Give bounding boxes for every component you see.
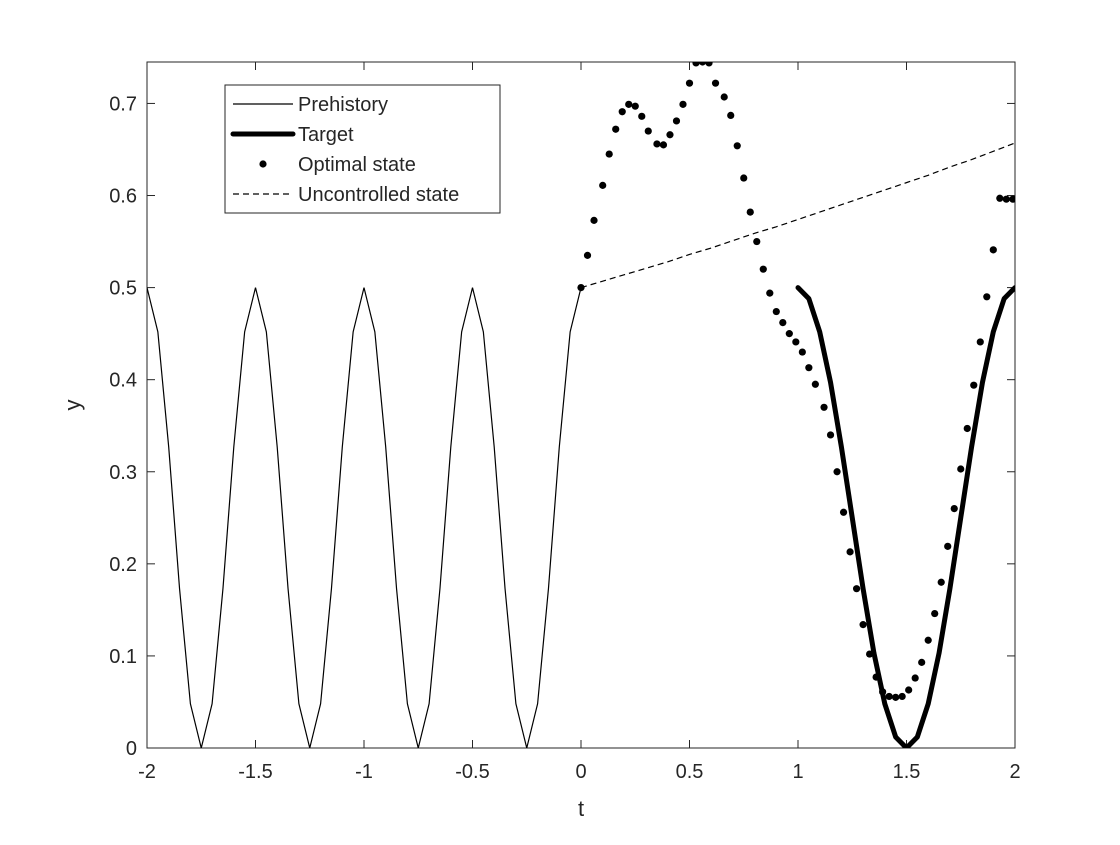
y-tick-label: 0.7 <box>109 93 137 115</box>
optimal-state-point <box>720 93 728 101</box>
optimal-state-point <box>820 403 828 411</box>
y-tick-label: 0.1 <box>109 646 137 668</box>
optimal-state-point <box>659 141 668 149</box>
optimal-state-point <box>618 108 626 116</box>
x-tick-label: -1.5 <box>238 761 272 783</box>
optimal-state-point <box>866 650 874 658</box>
legend-label-optimal-state: Optimal state <box>298 154 416 176</box>
optimal-state-point <box>833 468 841 476</box>
x-tick-label: 2 <box>1009 761 1020 783</box>
optimal-state-point <box>779 318 787 327</box>
optimal-state-point <box>911 674 919 682</box>
optimal-state-point <box>898 692 906 701</box>
optimal-state-point <box>766 289 774 297</box>
optimal-state-point <box>625 100 633 108</box>
optimal-state-point <box>996 194 1004 202</box>
optimal-state-point <box>918 658 926 666</box>
optimal-state-point <box>759 265 767 273</box>
optimal-state-point <box>705 62 713 67</box>
optimal-state-point <box>983 293 991 301</box>
optimal-state-point <box>772 307 780 316</box>
x-axis-label: t <box>578 796 584 821</box>
x-tick-label: -2 <box>138 761 156 783</box>
optimal-state-point <box>740 174 748 182</box>
x-tick-label: 1.5 <box>893 761 921 783</box>
optimal-state-point <box>885 692 893 701</box>
optimal-state-point <box>672 117 681 125</box>
optimal-state-point <box>666 131 674 139</box>
plot-area <box>147 62 1015 748</box>
y-tick-label: 0.4 <box>109 370 137 392</box>
optimal-state-point <box>798 348 806 356</box>
optimal-state-point <box>631 102 639 110</box>
optimal-state-point <box>746 208 754 216</box>
optimal-state-point <box>811 380 819 388</box>
legend: Prehistory Target Optimal state Uncontrolle… <box>224 84 501 214</box>
optimal-state-point <box>753 237 761 246</box>
optimal-state-point <box>852 585 861 593</box>
y-axis-label: y <box>60 400 85 411</box>
legend-label-target: Target <box>298 124 354 146</box>
y-tick-label: 0.6 <box>109 186 137 208</box>
optimal-state-point <box>605 150 613 158</box>
y-tick-label: 0.5 <box>109 278 137 300</box>
optimal-state-series <box>577 62 1015 701</box>
optimal-state-point <box>976 338 984 346</box>
optimal-state-point <box>1009 195 1015 203</box>
prehistory-line <box>147 287 582 748</box>
optimal-state-point <box>685 79 694 87</box>
optimal-state-point <box>944 542 952 550</box>
x-tick-label: 1 <box>792 761 803 783</box>
optimal-state-point <box>859 621 867 629</box>
optimal-state-point <box>950 504 958 513</box>
legend-label-uncontrolled-state: Uncontrolled state <box>298 184 459 206</box>
optimal-state-point <box>872 673 880 681</box>
optimal-state-point <box>698 62 707 66</box>
target-line <box>795 285 1015 748</box>
optimal-state-point <box>733 142 741 150</box>
x-tick-label: 0.5 <box>676 761 704 783</box>
optimal-state-point <box>1002 195 1010 203</box>
x-tick-label: 0 <box>575 761 586 783</box>
legend-marker-optimal-state <box>259 160 267 168</box>
optimal-state-point <box>805 364 813 372</box>
optimal-state-point <box>692 62 700 67</box>
optimal-state-point <box>590 216 598 224</box>
optimal-state-point <box>785 330 793 338</box>
optimal-state-point <box>644 127 652 135</box>
optimal-state-point <box>846 548 854 556</box>
optimal-state-point <box>599 181 607 189</box>
optimal-state-point <box>612 125 620 133</box>
optimal-state-point <box>839 508 848 516</box>
optimal-state-point <box>711 79 720 87</box>
optimal-state-point <box>679 100 687 108</box>
optimal-state-point <box>653 140 661 148</box>
legend-label-prehistory: Prehistory <box>298 94 388 116</box>
x-tick-label: -1 <box>355 761 373 783</box>
optimal-state-point <box>957 465 965 473</box>
x-tick-label: -0.5 <box>455 761 489 783</box>
uncontrolled-state-line <box>580 142 1015 289</box>
optimal-state-point <box>638 112 646 120</box>
y-tick-label: 0.3 <box>109 462 137 484</box>
optimal-state-point <box>963 424 971 433</box>
optimal-state-point <box>826 431 835 439</box>
optimal-state-point <box>924 636 932 644</box>
optimal-state-point <box>970 381 978 389</box>
optimal-state-point <box>931 609 939 618</box>
optimal-state-point <box>583 251 592 259</box>
optimal-state-point <box>892 693 900 701</box>
optimal-state-point <box>989 246 997 254</box>
y-tick-label: 0 <box>126 738 137 760</box>
legend-box <box>224 84 501 214</box>
optimal-state-point <box>792 338 800 346</box>
y-tick-label: 0.2 <box>109 554 137 576</box>
optimal-state-point <box>905 686 913 694</box>
optimal-state-point <box>937 578 945 586</box>
optimal-state-point <box>879 688 887 696</box>
optimal-state-point <box>727 111 735 120</box>
